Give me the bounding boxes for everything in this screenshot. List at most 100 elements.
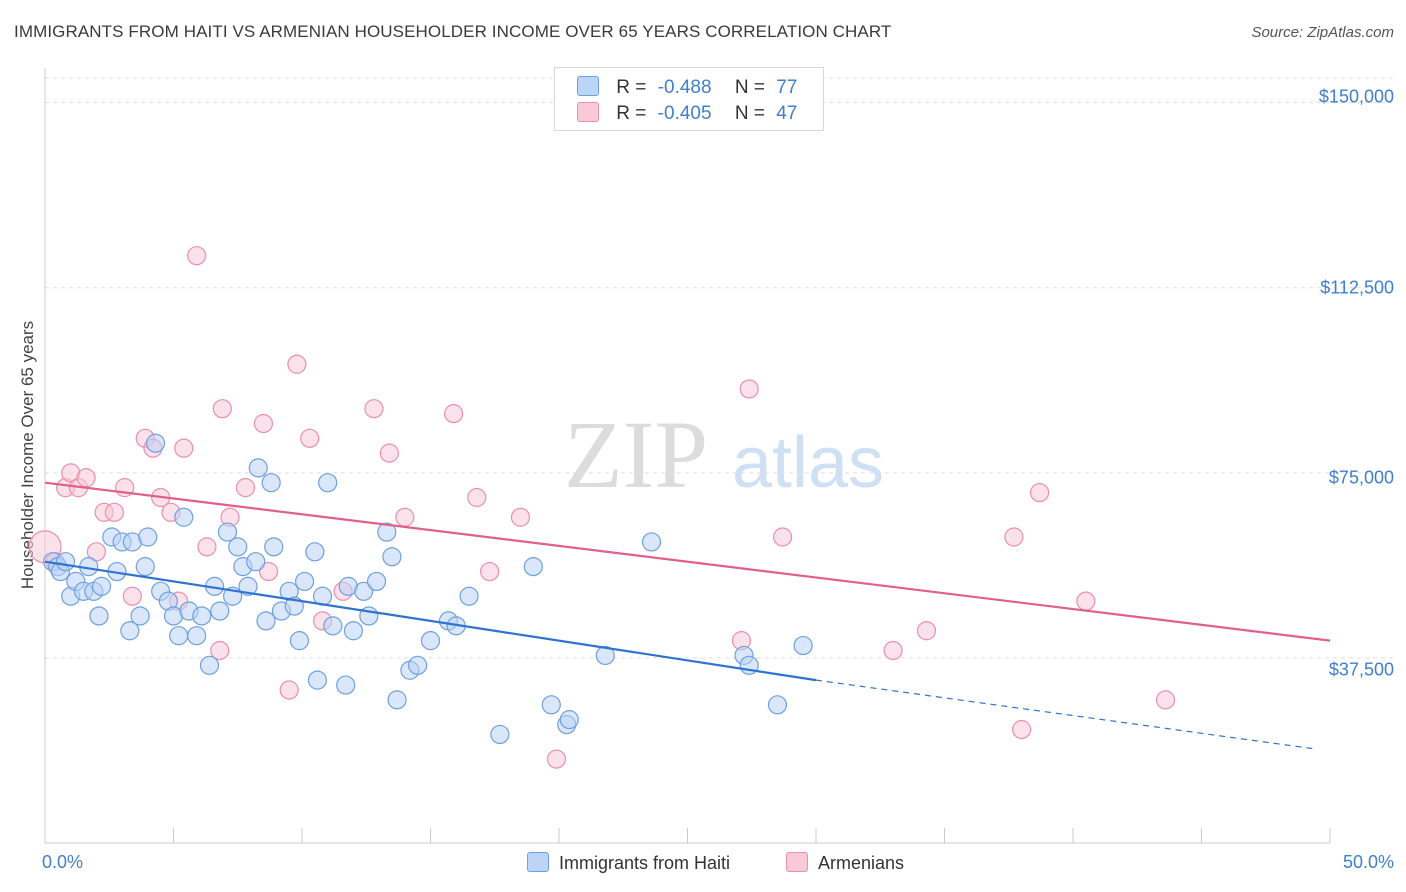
- source-label: Source: ZipAtlas.com: [1251, 24, 1394, 41]
- haiti-point: [217, 522, 238, 542]
- armenians-point: [187, 246, 207, 266]
- stats-legend: R = -0.488 N = 77 R = -0.405 N = 47: [554, 67, 824, 131]
- armenians-point: [1155, 690, 1176, 710]
- armenians-point: [916, 621, 937, 641]
- x-tick-50: 50.0%: [1342, 852, 1394, 872]
- armenians-point: [395, 507, 415, 527]
- n-value: 47: [776, 103, 798, 124]
- haiti-point: [169, 626, 189, 646]
- haiti-point: [307, 670, 328, 690]
- haiti-point: [793, 635, 813, 656]
- haiti-points: [43, 433, 813, 745]
- haiti-point: [420, 631, 441, 651]
- haiti-point: [459, 586, 479, 606]
- r-label: R =: [616, 77, 647, 98]
- armenians-point: [772, 527, 793, 547]
- r-value: -0.405: [657, 103, 712, 124]
- armenians-point: [467, 487, 487, 508]
- armenians-point: [379, 443, 399, 463]
- legend-label-armenians: Armenians: [818, 853, 905, 873]
- haiti-point: [323, 616, 343, 636]
- haiti-point: [256, 611, 276, 631]
- haiti-point: [595, 645, 615, 666]
- watermark-atlas: atlas: [732, 423, 884, 503]
- haiti-point: [89, 606, 109, 626]
- armenians-point: [546, 749, 567, 769]
- n-label: N =: [734, 103, 765, 124]
- haiti-point: [377, 522, 397, 542]
- haiti-trend-line: [44, 560, 817, 682]
- haiti-swatch: [527, 852, 549, 872]
- armenians-point: [253, 413, 274, 434]
- armenians-point: [235, 478, 256, 498]
- haiti-swatch: [577, 76, 599, 96]
- haiti-point: [261, 473, 281, 493]
- armenians-point: [1029, 482, 1050, 503]
- armenians-point: [480, 561, 500, 582]
- haiti-point: [264, 537, 284, 557]
- armenians-point: [174, 438, 194, 458]
- haiti-point: [523, 557, 543, 577]
- legend-row-armenians: R = -0.405 N = 47: [577, 102, 797, 126]
- armenians-point: [258, 561, 279, 582]
- haiti-trend-extension: [815, 679, 1318, 750]
- haiti-point: [145, 433, 166, 453]
- legend-item-haiti: Immigrants from Haiti: [527, 852, 730, 874]
- haiti-point: [238, 576, 258, 596]
- armenians-point: [739, 379, 759, 399]
- watermark: ZIP atlas: [564, 401, 884, 508]
- armenians-point: [287, 354, 307, 374]
- watermark-zip: ZIP: [564, 401, 708, 508]
- haiti-point: [641, 532, 662, 552]
- haiti-point: [228, 537, 248, 557]
- armenians-trend-line: [44, 481, 1331, 642]
- haiti-point: [210, 601, 230, 621]
- y-tick-112500: $112,500: [1320, 277, 1394, 298]
- armenians-point: [300, 428, 320, 448]
- armenians-swatch: [786, 852, 808, 872]
- armenians-point: [86, 542, 107, 562]
- haiti-point: [343, 621, 363, 641]
- armenians-point: [197, 537, 217, 557]
- y-tick-150000: $150,000: [1318, 86, 1394, 107]
- haiti-point: [135, 557, 155, 577]
- armenians-point: [212, 399, 232, 419]
- n-label: N =: [734, 77, 765, 98]
- armenians-point: [104, 502, 124, 522]
- haiti-point: [559, 710, 579, 730]
- haiti-point: [199, 655, 220, 675]
- haiti-point: [294, 571, 315, 592]
- armenians-point: [444, 404, 464, 424]
- axes: [44, 68, 1331, 844]
- armenians-point: [364, 399, 384, 419]
- legend-row-haiti: R = -0.488 N = 77: [577, 76, 797, 100]
- legend-item-armenians: Armenians: [786, 852, 904, 874]
- armenians-point: [1004, 527, 1024, 547]
- haiti-point: [120, 621, 140, 641]
- haiti-point: [354, 581, 374, 601]
- armenians-point: [210, 640, 230, 661]
- trend-lines: [44, 481, 1331, 750]
- haiti-point: [408, 655, 428, 675]
- armenians-point: [1011, 719, 1032, 740]
- armenians-point: [883, 640, 903, 661]
- haiti-point: [305, 542, 325, 562]
- y-tick-75000: $75,000: [1328, 467, 1394, 488]
- haiti-point: [541, 695, 561, 715]
- haiti-point: [174, 507, 194, 527]
- armenians-point: [279, 680, 299, 700]
- legend-label-haiti: Immigrants from Haiti: [559, 853, 731, 873]
- haiti-point: [248, 458, 268, 478]
- armenians-point: [76, 468, 96, 488]
- haiti-point: [336, 675, 356, 695]
- haiti-point: [387, 690, 407, 710]
- haiti-point: [767, 695, 788, 715]
- armenians-point: [510, 507, 531, 527]
- haiti-point: [138, 527, 158, 547]
- haiti-point: [246, 552, 266, 572]
- haiti-point: [289, 631, 310, 651]
- r-value: -0.488: [657, 77, 712, 98]
- haiti-point: [490, 724, 510, 745]
- armenians-swatch: [577, 102, 599, 122]
